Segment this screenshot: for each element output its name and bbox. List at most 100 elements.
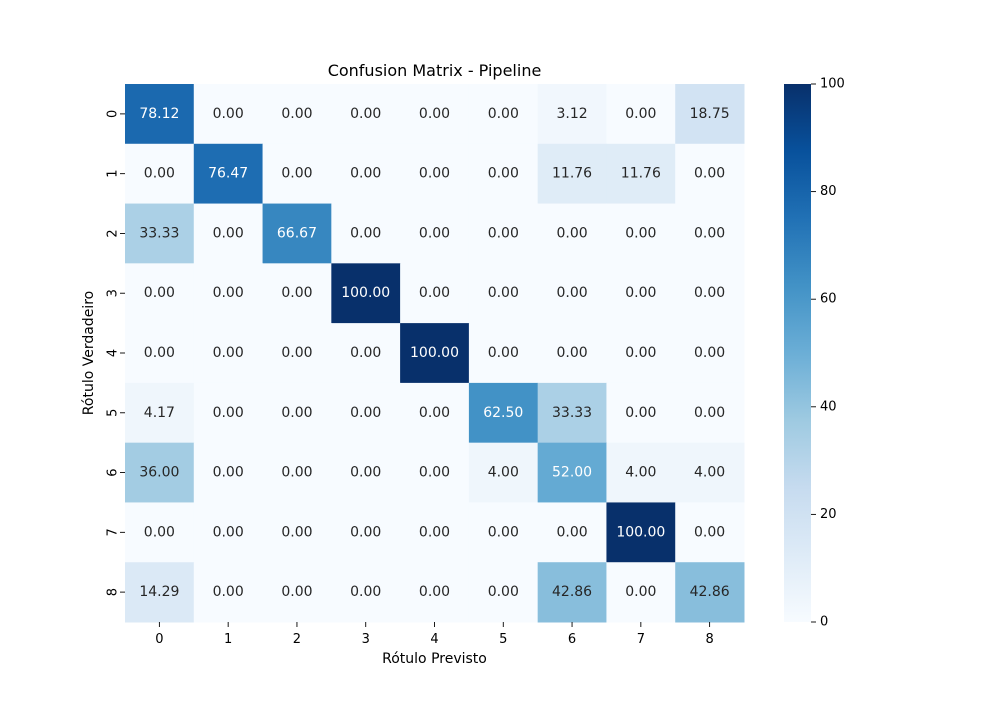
heatmap-cell [331, 263, 401, 324]
cell-value-label: 0.00 [556, 225, 587, 241]
cell-value-label: 0.00 [419, 465, 450, 481]
cell-value-label: 0.00 [144, 524, 175, 540]
colorbar-tick-label: 100 [820, 77, 845, 92]
cell-value-label: 0.00 [213, 285, 244, 301]
heatmap-cell [400, 442, 470, 503]
heatmap-cell [537, 203, 607, 264]
cell-value-label: 0.00 [556, 345, 587, 361]
heatmap-cell [331, 442, 401, 503]
heatmap-cell [606, 502, 676, 563]
cell-value-label: 33.33 [139, 225, 179, 241]
heatmap-cell [675, 84, 745, 145]
heatmap-cell [468, 442, 539, 503]
cell-value-label: 4.00 [625, 465, 656, 481]
heatmap-cell [262, 143, 332, 205]
cell-value-label: 0.00 [556, 524, 587, 540]
heatmap-cell [606, 442, 676, 503]
cell-value-label: 4.00 [694, 465, 725, 481]
cell-value-label: 0.00 [625, 584, 656, 600]
cell-value-label: 0.00 [694, 405, 725, 421]
colorbar-tick-label: 40 [820, 399, 837, 414]
cell-value-label: 0.00 [213, 465, 244, 481]
cell-value-label: 0.00 [350, 225, 381, 241]
heatmap-cell [400, 382, 470, 444]
x-tick-label: 3 [362, 632, 370, 647]
heatmap-cell [331, 203, 401, 264]
heatmap-cell [468, 84, 539, 145]
heatmap-cell [675, 143, 745, 205]
cell-value-label: 66.67 [277, 225, 317, 241]
cell-value-label: 33.33 [552, 405, 592, 421]
colorbar: 0 20 40 60 80 100 [784, 77, 845, 630]
heatmap-cell [193, 323, 264, 384]
cell-value-label: 0.00 [281, 285, 312, 301]
cell-value-label: 0.00 [350, 584, 381, 600]
heatmap-cell [331, 502, 401, 563]
cell-value-label: 0.00 [144, 166, 175, 182]
heatmap-cell [468, 263, 539, 324]
y-tick-label: 4 [106, 349, 121, 357]
heatmap-cell [468, 502, 539, 563]
heatmap-cell [262, 442, 332, 503]
cell-value-label: 100.00 [616, 524, 665, 540]
heatmap-cell [537, 502, 607, 563]
heatmap-cell [262, 203, 332, 264]
heatmap-cell [468, 382, 539, 444]
cell-value-label: 0.00 [350, 166, 381, 182]
cell-value-label: 0.00 [625, 225, 656, 241]
heatmap-cell [537, 562, 607, 623]
cell-value-label: 11.76 [552, 166, 592, 182]
heatmap-cell [125, 382, 195, 444]
cell-value-label: 0.00 [694, 225, 725, 241]
x-tick-label: 6 [568, 632, 576, 647]
cell-value-label: 0.00 [419, 405, 450, 421]
colorbar-tick-label: 80 [820, 184, 837, 199]
heatmap-cell [400, 323, 470, 384]
heatmap-cell [125, 84, 195, 145]
heatmap-cells: 78.12 0.00 0.00 0.00 0.00 0.00 3.12 0.00 18.75 0.… [125, 84, 745, 623]
heatmap-cell [193, 84, 264, 145]
cell-value-label: 4.00 [488, 465, 519, 481]
cell-value-label: 76.47 [208, 166, 248, 182]
cell-value-label: 0.00 [419, 524, 450, 540]
x-axis-ticks: 0 1 2 3 4 5 6 7 8 [155, 622, 714, 647]
heatmap-cell [400, 84, 470, 145]
heatmap-cell [193, 442, 264, 503]
heatmap-cell [400, 203, 470, 264]
cell-value-label: 0.00 [213, 345, 244, 361]
heatmap-cell [125, 562, 195, 623]
heatmap-cell [537, 263, 607, 324]
cell-value-label: 4.17 [144, 405, 175, 421]
cell-value-label: 0.00 [281, 405, 312, 421]
x-tick-label: 1 [224, 632, 232, 647]
cell-value-label: 0.00 [281, 166, 312, 182]
heatmap-cell [193, 143, 264, 205]
heatmap-cell [262, 382, 332, 444]
heatmap-cell [262, 502, 332, 563]
heatmap-cell [537, 442, 607, 503]
cell-value-label: 0.00 [213, 405, 244, 421]
heatmap-cell [675, 263, 745, 324]
cell-value-label: 0.00 [419, 225, 450, 241]
cell-value-label: 0.00 [488, 166, 519, 182]
cell-value-label: 11.76 [621, 166, 661, 182]
x-tick-label: 7 [637, 632, 645, 647]
heatmap-cell [331, 84, 401, 145]
heatmap-cell [606, 143, 676, 205]
heatmap-cell [468, 323, 539, 384]
heatmap-cell [537, 382, 607, 444]
heatmap-cell [125, 263, 195, 324]
heatmap-cell [125, 143, 195, 205]
cell-value-label: 0.00 [281, 584, 312, 600]
colorbar-tick-label: 0 [820, 615, 828, 630]
x-tick-label: 2 [293, 632, 301, 647]
cell-value-label: 3.12 [556, 106, 587, 122]
y-tick-label: 0 [106, 110, 121, 118]
heatmap-cell [331, 382, 401, 444]
heatmap-cell [125, 203, 195, 264]
heatmap-cell [537, 323, 607, 384]
y-tick-label: 8 [106, 588, 121, 596]
heatmap-cell [468, 203, 539, 264]
cell-value-label: 0.00 [213, 225, 244, 241]
